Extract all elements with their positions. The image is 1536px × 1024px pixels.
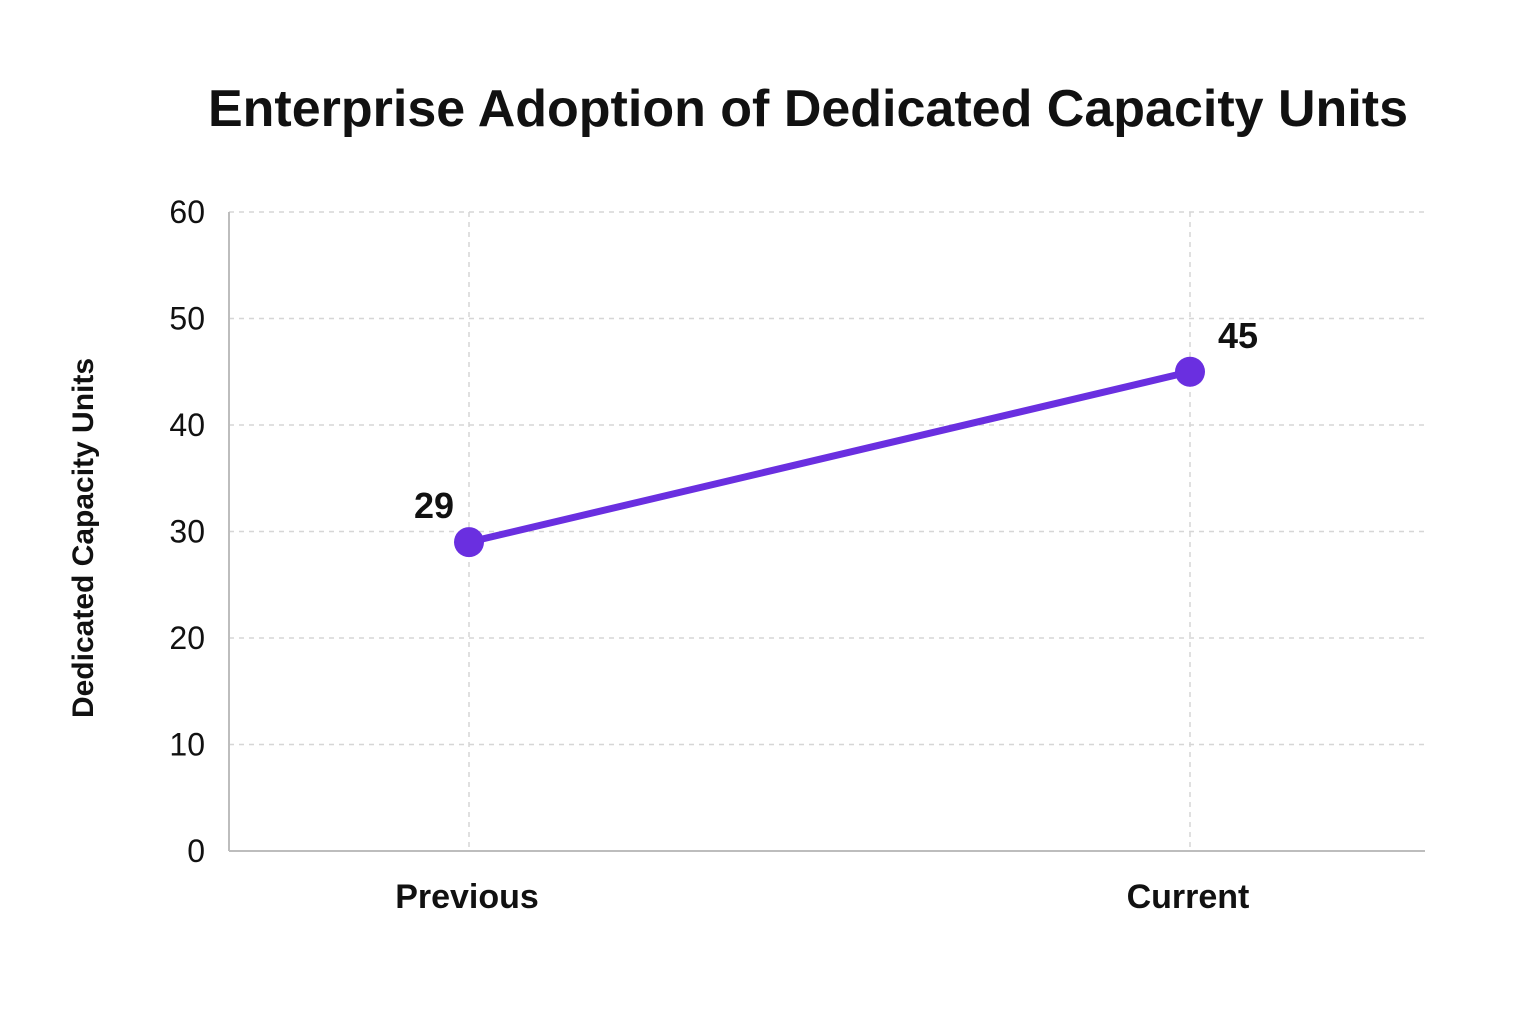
y-tick-label-20: 20 bbox=[169, 620, 205, 656]
axes bbox=[228, 212, 1425, 852]
y-axis-ticks: 0 10 20 30 40 50 60 bbox=[169, 194, 205, 869]
x-tick-label-current: Current bbox=[1127, 878, 1250, 916]
data-labels: 29 45 bbox=[414, 315, 1258, 526]
data-point-previous bbox=[454, 527, 484, 558]
data-point-current bbox=[1175, 356, 1205, 387]
data-label-previous: 29 bbox=[414, 485, 454, 526]
y-tick-label-30: 30 bbox=[169, 514, 205, 550]
y-axis-label: Dedicated Capacity Units bbox=[67, 358, 100, 718]
data-label-current: 45 bbox=[1218, 315, 1258, 356]
gridlines bbox=[229, 211, 1425, 851]
x-tick-label-previous: Previous bbox=[395, 878, 539, 916]
series-line bbox=[465, 368, 1194, 546]
series-group bbox=[454, 356, 1205, 558]
y-tick-label-40: 40 bbox=[169, 407, 205, 443]
y-tick-label-10: 10 bbox=[169, 727, 205, 763]
y-tick-label-60: 60 bbox=[169, 194, 205, 230]
x-axis-ticks: Previous Current bbox=[395, 878, 1249, 916]
chart-title: Enterprise Adoption of Dedicated Capacit… bbox=[208, 80, 1408, 138]
y-tick-label-50: 50 bbox=[169, 301, 205, 337]
y-tick-label-0: 0 bbox=[187, 833, 205, 869]
